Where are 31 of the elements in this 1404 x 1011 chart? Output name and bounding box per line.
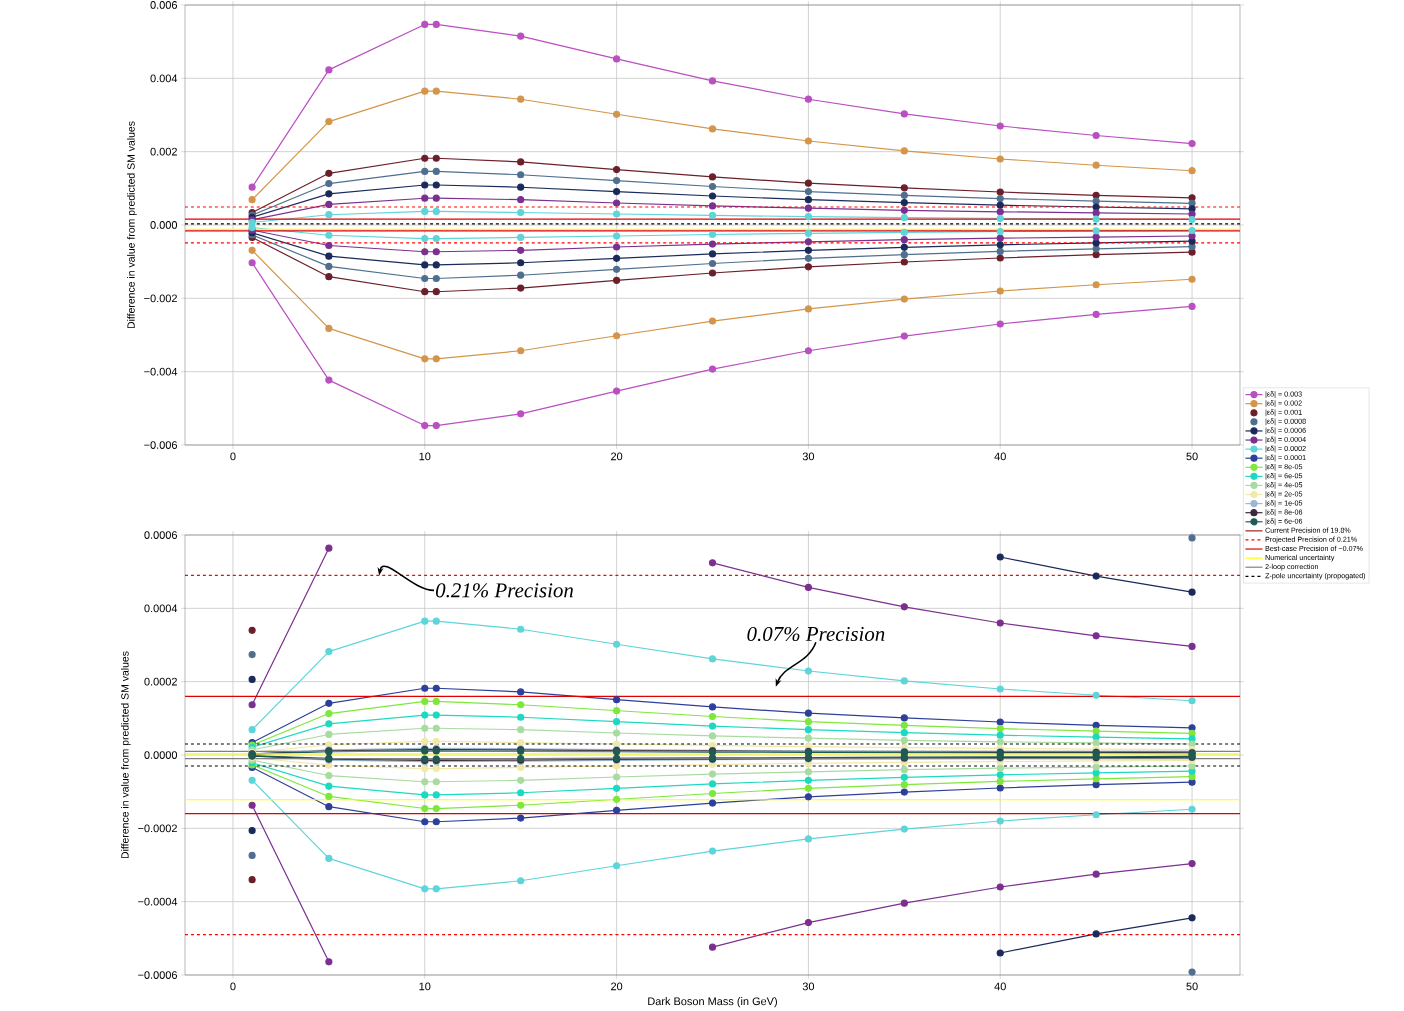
x-tick-label: 10	[419, 982, 431, 991]
y-tick-label: 0.002	[150, 147, 177, 156]
annotation: 0.21% Precision	[435, 583, 573, 598]
x-tick-label: 40	[994, 982, 1006, 991]
y-tick-label: −0.004	[144, 367, 178, 376]
y-tick-label: −0.0006	[138, 971, 177, 979]
y-tick-label: −0.002	[144, 294, 177, 303]
x-tick-label: 40	[994, 452, 1006, 461]
y-tick-label: 0.0006	[144, 531, 177, 539]
y-tick-label: 0.006	[150, 1, 177, 9]
y-tick-label: −0.0004	[138, 897, 178, 906]
x-tick-label: 10	[419, 452, 431, 461]
y-tick-label: 0.0004	[144, 604, 178, 613]
y-tick-label: −0.0002	[138, 824, 177, 833]
annotation: 0.07% Precision	[747, 626, 885, 642]
x-tick-label: 0	[230, 452, 236, 461]
x-tick-label: 20	[611, 982, 623, 991]
x-tick-label: 30	[802, 982, 815, 991]
x-axis-title: Dark Boson Mass (in GeV)	[648, 997, 777, 1008]
y-tick-label: −0.006	[144, 441, 177, 449]
y-tick-label: 0.004	[150, 74, 178, 83]
x-tick-label: 50	[1186, 982, 1198, 991]
y-tick-label: 0.0002	[144, 677, 177, 686]
y-axis-title: Difference in value from predicted SM values	[120, 651, 131, 859]
x-tick-label: 30	[802, 452, 815, 461]
x-tick-label: 0	[230, 982, 236, 991]
y-tick-label: 0.0000	[144, 751, 178, 759]
y-tick-label: 0.000	[150, 221, 178, 229]
x-tick-label: 50	[1186, 452, 1198, 461]
y-axis-title: Difference in value from predicted SM values	[127, 121, 137, 329]
x-tick-label: 20	[611, 452, 623, 461]
